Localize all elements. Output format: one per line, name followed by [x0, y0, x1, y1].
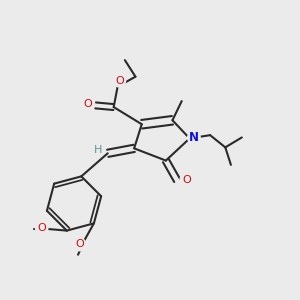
Ellipse shape: [74, 238, 86, 251]
Ellipse shape: [92, 144, 104, 156]
Text: O: O: [84, 99, 93, 109]
Text: O: O: [182, 175, 191, 185]
Ellipse shape: [180, 173, 193, 186]
Text: N: N: [189, 131, 199, 144]
Ellipse shape: [188, 131, 200, 144]
Text: O: O: [75, 239, 84, 250]
Ellipse shape: [35, 221, 48, 234]
Text: O: O: [37, 223, 46, 232]
Ellipse shape: [82, 98, 94, 110]
Ellipse shape: [113, 74, 126, 87]
Text: H: H: [94, 145, 102, 155]
Text: O: O: [115, 76, 124, 85]
